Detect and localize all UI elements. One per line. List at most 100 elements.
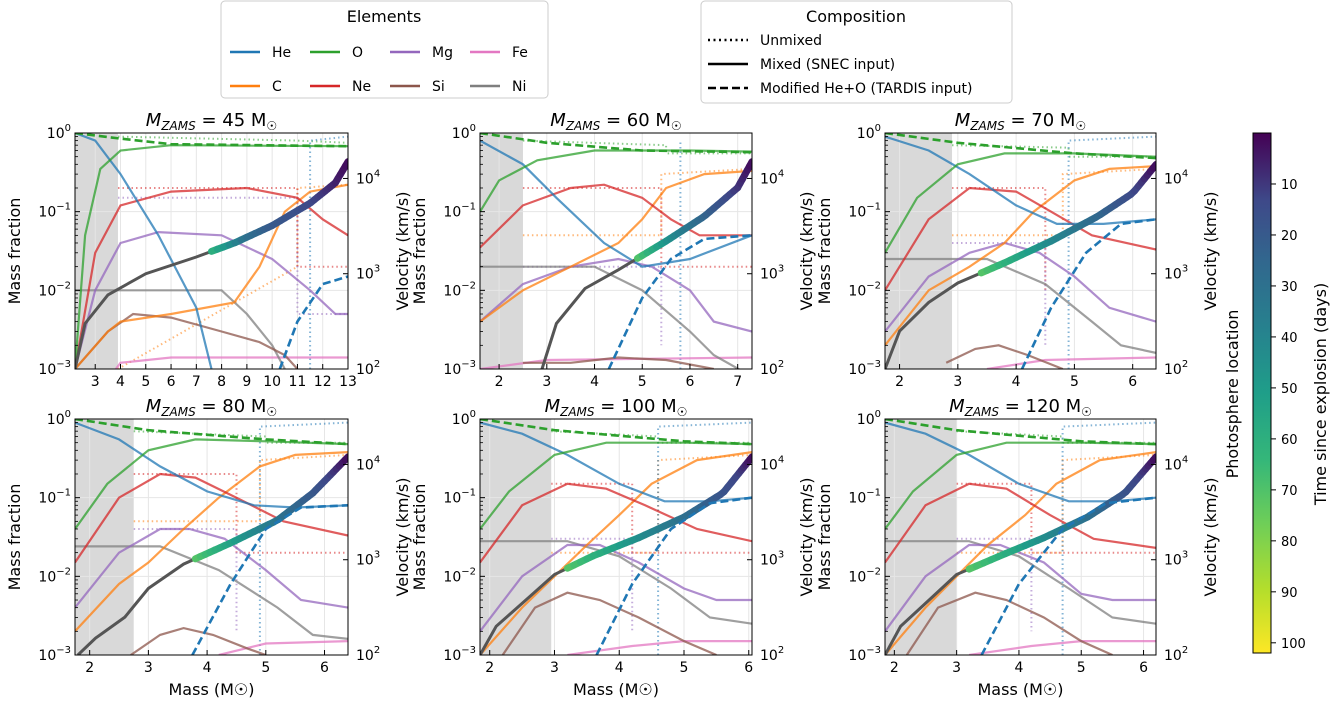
panel-3: 2 3 4 5 6 10−3 10−2 10−1 100 102 103 104 MZAMS = 70 … — [815, 110, 1220, 390]
y-tick-label: 10−3 — [443, 645, 476, 664]
x-tick-label: 3 — [144, 660, 153, 676]
mixed-o-line — [75, 438, 348, 530]
legend-label-ne: Ne — [352, 79, 371, 95]
y-axis-label: Mass fraction — [410, 198, 429, 305]
legend-label-unmixed: Unmixed — [760, 33, 822, 49]
x-tick-label: 6 — [320, 660, 329, 676]
y2-tick-label: 104 — [356, 168, 380, 187]
x-tick-label: 5 — [1070, 374, 1079, 390]
legend-label-mg: Mg — [432, 45, 453, 61]
mixed-mg-line — [885, 241, 1156, 333]
x-tick-label: 3 — [91, 374, 100, 390]
y2-axis-label: Velocity (km/s) — [393, 192, 412, 311]
colorbar-label: Time since explosion (days) — [1311, 283, 1330, 506]
panel-title: MZAMS = 60 M☉ — [550, 110, 681, 133]
unmixed-o-line — [956, 430, 1156, 444]
plot-frame — [884, 418, 1157, 656]
y2-axis-label: Velocity (km/s) — [1201, 192, 1220, 311]
mixed-he-line — [885, 135, 1156, 225]
modified-he-line — [1020, 218, 1156, 369]
shaded-region — [480, 419, 552, 655]
legend-label-fe: Fe — [512, 45, 528, 61]
plot-content — [885, 419, 1156, 655]
unmixed-mg-line — [133, 528, 238, 632]
x-tick-label: 4 — [116, 374, 125, 390]
shaded-region — [480, 133, 523, 369]
modified-he-line — [607, 234, 752, 369]
elements-legend: Elements He O Mg Fe C Ne Si Ni — [220, 0, 549, 99]
y-tick-label: 10−3 — [848, 359, 881, 378]
modified-o-line — [885, 419, 1156, 446]
legend-label-o: O — [352, 45, 363, 61]
y2-tick-label: 104 — [760, 454, 784, 473]
y-tick-label: 10−1 — [38, 202, 71, 221]
mixed-ni-line — [480, 540, 752, 625]
y2-axis-label: Velocity (km/s) — [393, 478, 412, 597]
y-tick-label: 10−1 — [443, 488, 476, 507]
y2-tick-label: 102 — [1164, 359, 1188, 378]
x-tick-label: 12 — [314, 374, 332, 390]
panel-title: MZAMS = 70 M☉ — [955, 110, 1086, 133]
y-tick-label: 10−3 — [443, 359, 476, 378]
modified-o-line — [75, 419, 348, 446]
mixed-he-line — [480, 139, 752, 268]
x-axis-label: Mass (M☉) — [978, 680, 1064, 699]
mixed-c-line — [75, 183, 348, 369]
mixed-fe-line — [968, 640, 1156, 655]
x-tick-label: 7 — [733, 374, 742, 390]
y-tick-label: 10−1 — [848, 488, 881, 507]
mixed-ne-line — [75, 186, 348, 369]
unmixed-mg-line — [956, 537, 1033, 632]
colorbar-gradient — [1252, 132, 1272, 654]
x-tick-label: 6 — [167, 374, 176, 390]
x-tick-label: 5 — [638, 374, 647, 390]
x-tick-label: 2 — [895, 374, 904, 390]
x-tick-label: 10 — [263, 374, 281, 390]
x-tick-label: 5 — [141, 374, 150, 390]
mixed-fe-line — [218, 640, 348, 655]
mixed-c-line — [885, 451, 1156, 655]
y-axis-label: Mass fraction — [815, 484, 834, 591]
mixed-fe-line — [114, 356, 348, 369]
plot-content — [480, 419, 752, 655]
x-tick-label: 13 — [339, 374, 357, 390]
y2-tick-label: 102 — [1164, 645, 1188, 664]
mixed-ni-line — [885, 540, 1156, 625]
colorbar-tick-label: 20 — [1281, 229, 1298, 244]
mixed-c-line — [885, 165, 1156, 346]
y2-tick-label: 103 — [356, 264, 380, 283]
elements-legend-title: Elements — [347, 7, 422, 26]
x-tick-label: 4 — [203, 660, 212, 676]
unmixed-o-line — [117, 135, 348, 144]
legend-label-c: C — [272, 79, 282, 95]
panel-6: 2 3 4 5 6 10−3 10−2 10−1 100 102 103 104 MZAMS = 120… — [815, 396, 1220, 699]
mixed-fe-line — [986, 356, 1156, 369]
colorbar-tick-label: 60 — [1281, 433, 1298, 448]
x-tick-label: 2 — [890, 660, 899, 676]
mixed-mg-line — [75, 230, 348, 369]
panel-title: MZAMS = 120 M☉ — [949, 396, 1092, 419]
mixed-he-line — [75, 133, 213, 369]
colorbar-tick-label: 10 — [1281, 178, 1298, 193]
y-tick-label: 100 — [47, 123, 71, 142]
mixed-ni-line — [885, 257, 1156, 354]
y-tick-label: 10−1 — [848, 202, 881, 221]
composition-legend: Composition Unmixed Mixed (SNEC input) M… — [700, 0, 1013, 104]
legend-label-ni: Ni — [512, 79, 526, 95]
mixed-si-line — [945, 344, 1064, 369]
y2-tick-label: 103 — [1164, 264, 1188, 283]
modified-he-line — [595, 496, 752, 655]
mixed-mg-line — [75, 527, 348, 609]
unmixed-c-line — [952, 167, 1156, 237]
colorbar-tick-label: 90 — [1281, 586, 1298, 601]
y2-tick-label: 104 — [1164, 454, 1188, 473]
mixed-ne-line — [75, 472, 348, 564]
y-tick-label: 10−3 — [848, 645, 881, 664]
x-axis-label: Mass (M☉) — [169, 680, 255, 699]
mixed-ne-line — [480, 482, 752, 564]
x-tick-label: 5 — [680, 660, 689, 676]
modified-o-line — [480, 419, 752, 446]
mixed-si-line — [501, 591, 717, 655]
y-axis-label: Mass fraction — [5, 484, 24, 591]
